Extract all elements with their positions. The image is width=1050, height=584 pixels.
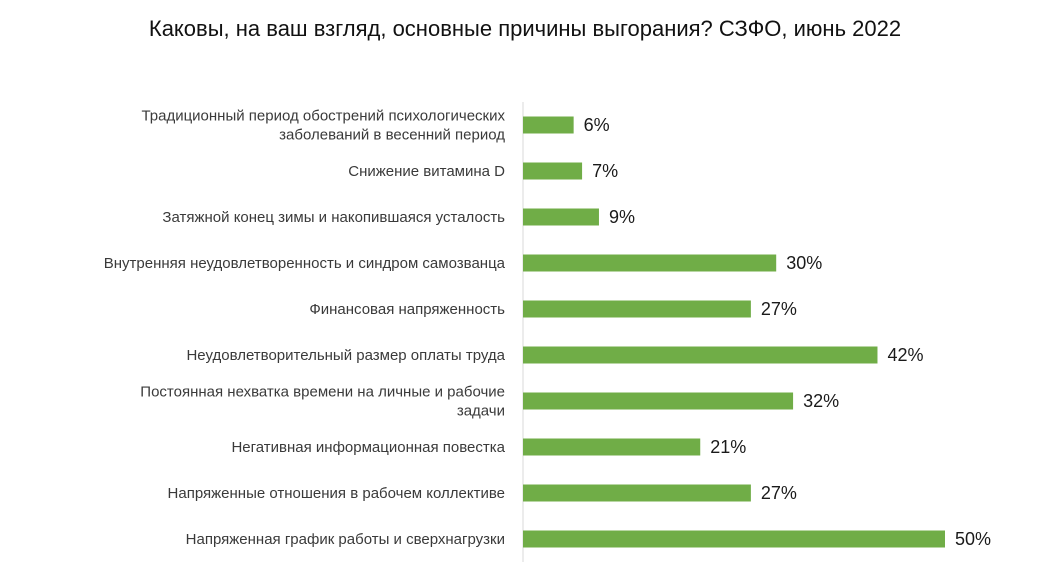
category-label: Неудовлетворительный размер оплаты труда	[186, 347, 505, 364]
bar	[523, 392, 794, 410]
bar	[523, 530, 945, 548]
data-label: 32%	[803, 391, 839, 411]
bar	[523, 162, 583, 180]
bar	[523, 208, 599, 226]
category-label: Финансовая напряженность	[309, 301, 505, 318]
category-label: Напряженные отношения в рабочем коллекти…	[168, 485, 505, 502]
category-label: Постоянная нехватка времени на личные и …	[140, 384, 505, 420]
bar	[523, 300, 751, 318]
data-label: 30%	[786, 253, 822, 273]
bar	[523, 346, 878, 364]
chart-title: Каковы, на ваш взгляд, основные причины …	[148, 16, 902, 41]
data-label: 50%	[955, 529, 991, 549]
data-label: 42%	[887, 345, 923, 365]
category-label: Снижение витамина D	[348, 163, 505, 180]
category-label: Традиционный период обострений психологи…	[141, 108, 505, 144]
bar	[523, 116, 574, 134]
data-label: 21%	[710, 437, 746, 457]
data-label: 6%	[584, 115, 610, 135]
bar	[523, 254, 777, 272]
data-label: 9%	[609, 207, 635, 227]
category-label: Негативная информационная повестка	[231, 439, 505, 456]
category-label: Напряженная график работы и сверхнагрузк…	[186, 531, 505, 548]
bar	[523, 438, 701, 456]
bar	[523, 484, 751, 502]
data-label: 27%	[761, 299, 797, 319]
data-label: 27%	[761, 483, 797, 503]
data-label: 7%	[592, 161, 618, 181]
category-label: Внутренняя неудовлетворенность и синдром…	[104, 255, 506, 272]
category-label: Затяжной конец зимы и накопившаяся устал…	[162, 209, 505, 226]
